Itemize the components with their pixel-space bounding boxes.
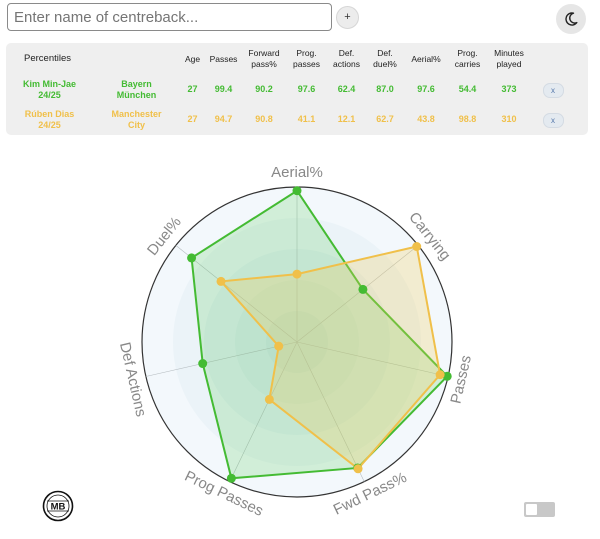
data-point xyxy=(412,242,422,252)
comparison-table-card: Percentiles Age Passes Forward pass% Prog. pas… xyxy=(6,43,588,135)
table-header-row: Percentiles Age Passes Forward pass% Prog. pas… xyxy=(6,43,575,75)
team-name-cell: Manchester City xyxy=(111,108,162,130)
stat-cell: 97.6 xyxy=(297,84,316,95)
column-header: Aerial% xyxy=(411,53,441,64)
stat-cell: 90.2 xyxy=(255,84,273,95)
stat-cell: 90.8 xyxy=(255,114,273,125)
data-point xyxy=(216,276,226,286)
data-point xyxy=(358,284,368,294)
stat-cell: 373 xyxy=(501,84,517,95)
stat-cell: 62.4 xyxy=(337,84,356,95)
data-point xyxy=(264,394,274,404)
stat-cell: 94.7 xyxy=(214,114,233,125)
stat-cell: 62.7 xyxy=(376,114,394,125)
table-row: Rúben Dias 24/25 Manchester City 27 94.7 90.8 4… xyxy=(6,105,575,135)
data-point xyxy=(292,269,302,279)
percentiles-header: Percentiles xyxy=(24,53,71,65)
table-row: Kim Min-Jae 24/25 Bayern München 27 99.4 90.2 9… xyxy=(6,75,575,105)
moon-icon xyxy=(565,12,578,26)
data-point xyxy=(226,473,236,483)
radar-axis-line xyxy=(229,341,298,482)
column-header: Passes xyxy=(209,53,238,64)
axis-label: Passes xyxy=(447,354,475,406)
stat-cell: 98.8 xyxy=(458,114,477,125)
data-point xyxy=(187,253,197,263)
column-header: Def. duel% xyxy=(373,48,397,69)
theme-toggle-button[interactable] xyxy=(556,4,586,34)
team-name-cell: Bayern München xyxy=(116,78,157,100)
data-point xyxy=(435,370,445,380)
search-input[interactable] xyxy=(7,3,332,31)
remove-player-button[interactable]: x xyxy=(542,112,564,128)
data-point xyxy=(353,464,363,474)
column-header: Minutes played xyxy=(494,48,524,69)
radar-axis-line xyxy=(296,341,365,482)
radar-axis-line xyxy=(296,245,419,343)
stat-cell: 12.1 xyxy=(337,114,356,125)
view-toggle-switch[interactable] xyxy=(524,502,555,517)
remove-player-button[interactable]: x xyxy=(542,82,564,98)
radar-axis-line xyxy=(175,245,298,343)
radar-axis-line xyxy=(296,341,449,377)
stat-cell: 43.8 xyxy=(417,114,435,125)
series-area xyxy=(190,189,449,480)
stat-cell: 54.4 xyxy=(458,84,477,95)
player-name-cell: Rúben Dias 24/25 xyxy=(24,108,75,130)
stat-cell: 87.0 xyxy=(376,84,394,95)
remove-cell: x xyxy=(531,75,575,105)
axis-label: Aerial% xyxy=(271,164,323,181)
column-header: Prog. carries xyxy=(454,48,481,69)
stat-cell: 27 xyxy=(187,114,198,125)
column-header: Age xyxy=(184,53,201,64)
stat-cell: 27 xyxy=(187,84,198,95)
data-point xyxy=(442,371,452,381)
comparison-table: Percentiles Age Passes Forward pass% Prog. pas… xyxy=(6,43,575,135)
series-area xyxy=(218,245,442,471)
column-header: Forward pass% xyxy=(248,48,280,69)
logo-text: MB xyxy=(51,502,66,513)
toggle-knob xyxy=(526,504,537,515)
stat-cell: 97.6 xyxy=(417,84,435,95)
data-point xyxy=(292,186,302,196)
stat-cell: 310 xyxy=(501,114,517,125)
radar-axis-line xyxy=(145,341,298,377)
data-point xyxy=(274,341,284,351)
add-player-button[interactable]: + xyxy=(336,6,359,29)
remove-cell: x xyxy=(531,105,575,135)
column-header: Prog. passes xyxy=(293,48,320,69)
data-point xyxy=(198,359,208,369)
column-header: Def. actions xyxy=(333,48,360,69)
stat-cell: 99.4 xyxy=(214,84,233,95)
player-name-cell: Kim Min-Jae 24/25 xyxy=(22,78,76,100)
logo-icon: MB xyxy=(42,490,74,522)
stat-cell: 41.1 xyxy=(297,114,316,125)
